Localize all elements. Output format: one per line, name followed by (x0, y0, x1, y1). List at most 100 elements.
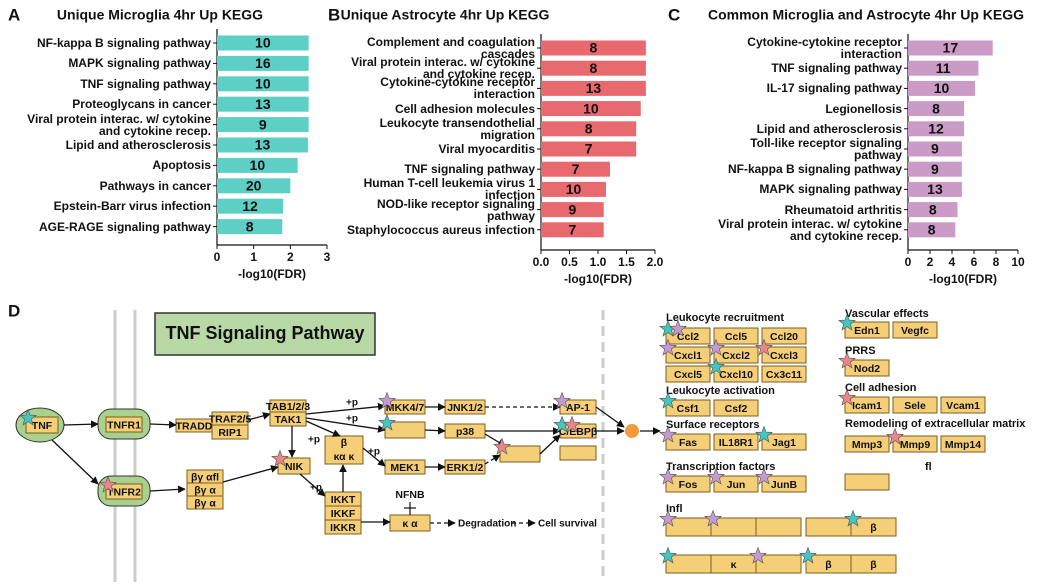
bar (217, 96, 309, 112)
node-box (755, 517, 802, 537)
category-label: Staphylococcus aureus infection (346, 222, 535, 237)
bar-count-label: 8 (585, 121, 593, 137)
node-label: Sele (904, 400, 926, 412)
node-label: TNF (32, 420, 53, 432)
edge (247, 412, 271, 421)
node-box (892, 396, 938, 414)
group-label: fl (925, 461, 932, 473)
category-label: Viral protein interac. w/ cytokine and c… (27, 111, 211, 138)
node-label: AP-1 (566, 402, 590, 414)
category-label: Viral protein interac. w/ cytokine and c… (351, 55, 535, 82)
bar (541, 222, 604, 238)
node-label: βγ α (194, 497, 216, 509)
node-label: Cx3c11 (766, 369, 802, 381)
x-tick-label: 2 (927, 255, 934, 269)
edge (63, 420, 99, 429)
node-label: TRAF2/5 (209, 413, 252, 425)
bar (908, 101, 965, 117)
x-tick-label: 4 (949, 255, 956, 269)
bar (217, 137, 308, 153)
node-box (850, 554, 897, 574)
bar-count-label: 8 (928, 222, 936, 238)
bar (541, 181, 606, 197)
group-label: Transcription factors (666, 461, 775, 473)
gene-star (659, 509, 677, 527)
node-box (761, 327, 807, 345)
edge (424, 426, 446, 435)
edge-label: +p (308, 435, 320, 446)
node-label: βγ αfl (191, 471, 219, 483)
node-box (186, 495, 224, 510)
category-label: Human T-cell leukemia virus 1 infection (363, 176, 535, 203)
bar (217, 198, 283, 214)
edge (305, 417, 386, 433)
bar-count-label: 8 (246, 218, 254, 234)
node-label: JunB (771, 479, 798, 491)
x-axis-label: -log10(FDR) (238, 267, 306, 281)
edge-label: +p (346, 398, 358, 409)
x-tick-label: 2.0 (647, 255, 664, 269)
node-box (761, 365, 807, 383)
node-label: TNFR2 (107, 486, 141, 498)
bar (908, 80, 976, 96)
edge (539, 434, 561, 455)
edge-label: Degradation (458, 519, 516, 530)
category-label: Complement and coagulation cascades (366, 35, 535, 61)
node-label: Ccl20 (770, 331, 798, 343)
bar (908, 141, 962, 157)
node-box (805, 517, 852, 537)
node-box (940, 396, 986, 414)
category-label: Lipid and atherosclerosis (756, 121, 902, 136)
x-tick-label: 1.5 (618, 255, 635, 269)
x-tick-label: 3 (324, 250, 331, 264)
node-box (665, 433, 711, 451)
bar-count-label: 20 (246, 178, 262, 194)
edge (299, 473, 326, 497)
panel-label: A (8, 5, 20, 24)
node-label: ERK1/2 (447, 462, 484, 474)
category-label: Cell adhesion molecules (394, 101, 535, 116)
gene-star (707, 467, 725, 485)
x-tick-label: 0.0 (533, 255, 550, 269)
category-label: AGE-RAGE signaling pathway (38, 219, 211, 234)
gene-star (838, 351, 856, 369)
edge (305, 420, 341, 437)
node-label: Jag1 (772, 437, 796, 449)
gene-star (378, 391, 396, 409)
node-label: JNK1/2 (447, 402, 483, 414)
node-label: IKKR (330, 522, 356, 534)
edge (362, 447, 386, 467)
node-label: β (870, 522, 877, 534)
node-label: Nod2 (854, 363, 880, 375)
bar (908, 40, 993, 56)
group-label: Leukocyte recruitment (666, 312, 784, 324)
bar-count-label: 12 (928, 121, 944, 137)
gene-star (493, 437, 511, 455)
category-label: TNF signaling pathway (80, 76, 211, 91)
node-label: p38 (456, 426, 474, 438)
category-label: NF-kappa B signaling pathway (727, 162, 902, 177)
bar (217, 35, 309, 51)
gene-star (563, 415, 581, 433)
edge (149, 485, 186, 494)
bar (217, 219, 283, 235)
group-label: Vascular effects (845, 308, 929, 320)
category-label: Toll-like receptor signaling pathway (750, 136, 902, 162)
node-box (713, 475, 759, 493)
gene-star (838, 388, 856, 406)
node-box (324, 435, 364, 465)
node-box (844, 435, 890, 453)
edge-label: +p (346, 414, 358, 425)
gene-star (755, 467, 773, 485)
gene-star (838, 313, 856, 331)
edge (149, 420, 177, 429)
bar-count-label: 7 (568, 222, 576, 238)
node-box (710, 517, 757, 537)
node-label: TAK1 (275, 414, 302, 426)
node-label: NFNB (395, 489, 425, 501)
bar-count-label: 13 (255, 137, 271, 153)
bar-count-label: 9 (568, 201, 576, 217)
bar-count-label: 12 (242, 198, 258, 214)
node-label: Csf2 (725, 403, 748, 415)
